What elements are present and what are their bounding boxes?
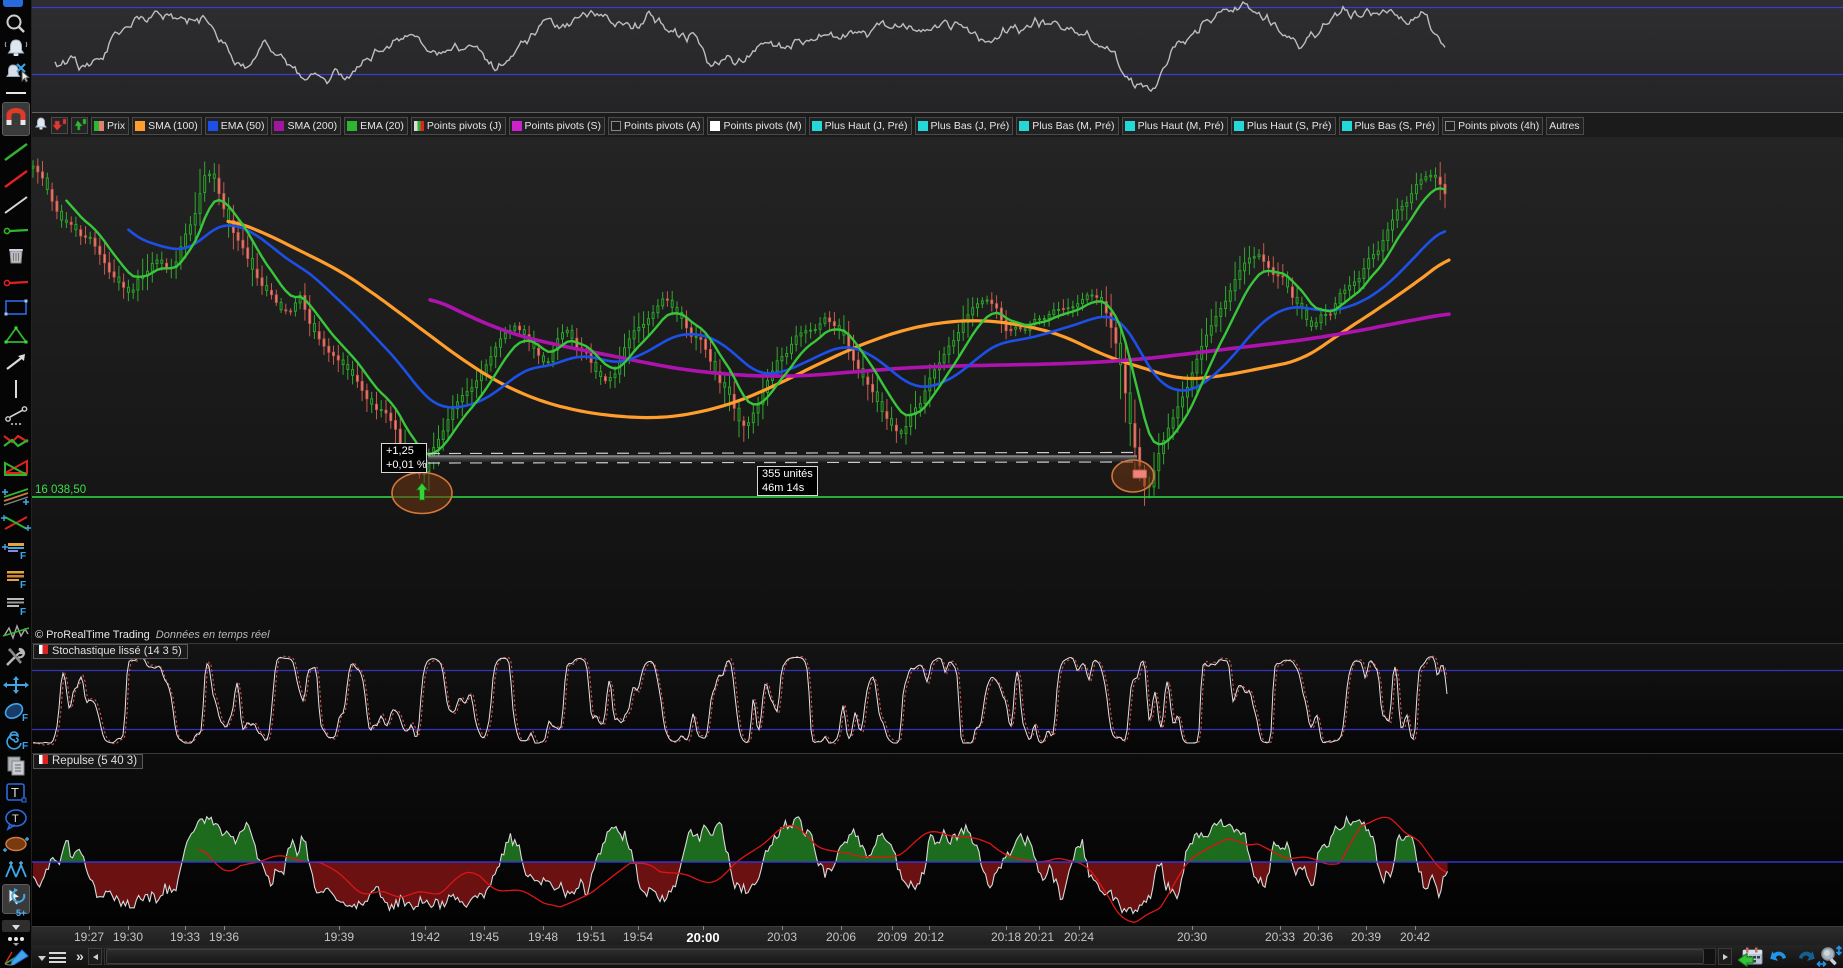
svg-text:F: F xyxy=(22,741,28,752)
svg-text:T: T xyxy=(11,785,19,800)
svg-text:F: F xyxy=(20,580,26,590)
svg-text:F: F xyxy=(20,551,26,562)
svg-text:F: F xyxy=(22,713,28,724)
svg-text:F: F xyxy=(20,607,26,617)
svg-text:T: T xyxy=(12,813,19,825)
